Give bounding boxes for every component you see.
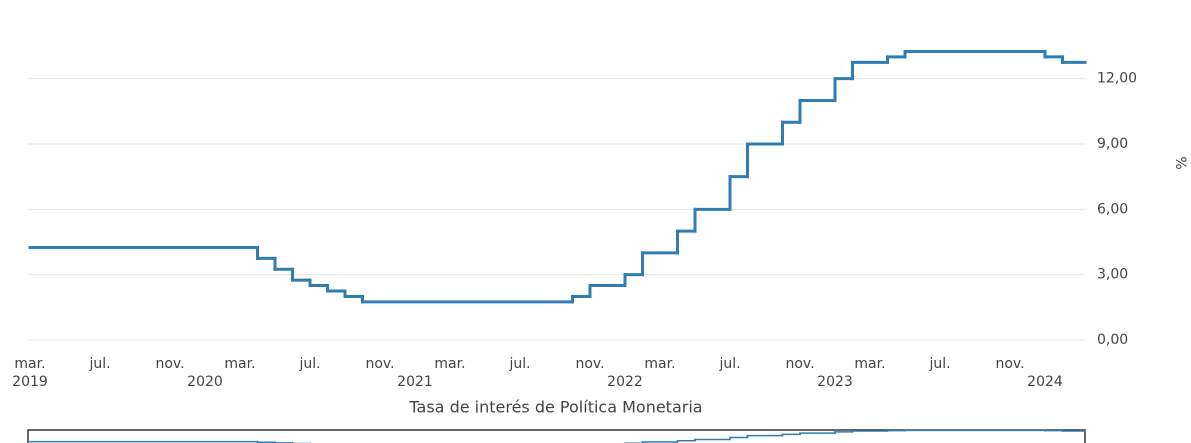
- x-tick-label: jul.: [508, 356, 530, 372]
- x-tick-label: jul.: [88, 356, 110, 372]
- x-year-label: 2021: [397, 374, 433, 390]
- x-tick-label: nov.: [365, 356, 394, 372]
- x-tick-label: nov.: [785, 356, 814, 372]
- x-tick-label: jul.: [298, 356, 320, 372]
- range-slider[interactable]: [27, 429, 1086, 443]
- x-year-label: 2024: [1027, 374, 1063, 390]
- y-tick-label: 6,00: [1097, 201, 1128, 217]
- y-tick-label: 12,00: [1097, 71, 1137, 87]
- y-axis-title: %: [1172, 156, 1188, 169]
- y-tick-label: 0,00: [1097, 332, 1128, 348]
- x-year-label: 2019: [12, 374, 48, 390]
- y-tick-label: 9,00: [1097, 136, 1128, 152]
- x-year-label: 2023: [817, 374, 853, 390]
- x-year-label: 2020: [187, 374, 223, 390]
- x-tick-label: mar.: [14, 356, 45, 372]
- x-tick-label: mar.: [224, 356, 255, 372]
- x-tick-label: nov.: [995, 356, 1024, 372]
- x-tick-label: mar.: [434, 356, 465, 372]
- x-tick-label: mar.: [854, 356, 885, 372]
- x-axis-title: Tasa de interés de Política Monetaria: [408, 398, 702, 417]
- x-tick-label: jul.: [928, 356, 950, 372]
- x-tick-label: nov.: [575, 356, 604, 372]
- x-year-label: 2022: [607, 374, 643, 390]
- x-tick-label: mar.: [644, 356, 675, 372]
- x-tick-label: nov.: [155, 356, 184, 372]
- y-tick-label: 3,00: [1097, 267, 1128, 283]
- x-tick-label: jul.: [718, 356, 740, 372]
